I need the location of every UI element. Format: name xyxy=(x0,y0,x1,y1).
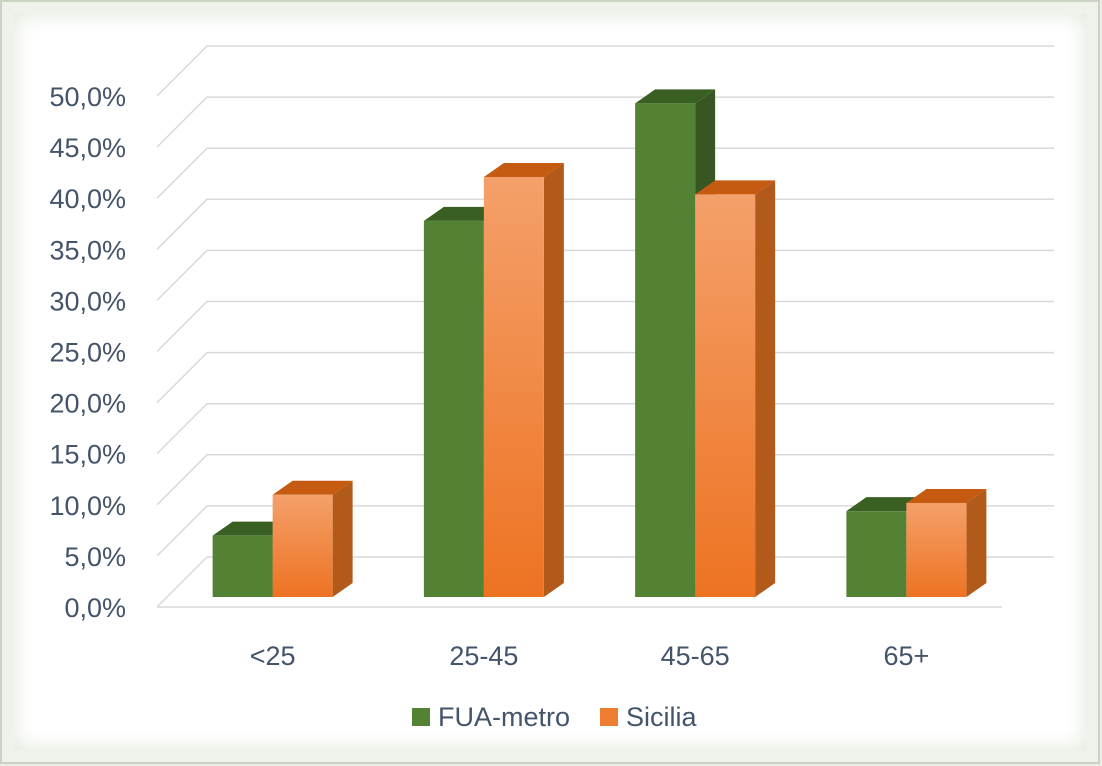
bar-top xyxy=(906,488,987,503)
y-tick-label: 25,0% xyxy=(49,338,126,368)
x-category-label: <25 xyxy=(250,641,296,671)
bar-side xyxy=(543,162,564,597)
legend: FUA-metro Sicilia xyxy=(412,702,698,732)
bar-side xyxy=(966,488,987,597)
bar-top xyxy=(483,162,564,177)
bar-sicilia xyxy=(906,502,967,597)
bar-sicilia xyxy=(695,194,756,597)
bar-top xyxy=(695,180,776,195)
x-category-label: 45-65 xyxy=(661,641,730,671)
bar-side xyxy=(755,180,776,597)
bar-fua-metro xyxy=(423,220,484,598)
y-tick-label: 10,0% xyxy=(49,491,126,521)
gridline xyxy=(156,351,1054,404)
bar-side xyxy=(332,480,353,597)
y-tick-label: 20,0% xyxy=(49,389,126,419)
bar-top xyxy=(272,480,353,495)
y-tick-label: 0,0% xyxy=(64,593,126,623)
legend-swatch xyxy=(412,708,430,726)
y-tick-label: 30,0% xyxy=(49,286,126,316)
y-tick-label: 45,0% xyxy=(49,133,126,163)
y-tick-label: 15,0% xyxy=(49,440,126,470)
bar-sicilia xyxy=(483,176,544,597)
y-tick-label: 40,0% xyxy=(49,184,126,214)
bar-sicilia xyxy=(272,494,333,597)
grid-layer xyxy=(156,45,1054,608)
gridline xyxy=(156,300,1054,353)
gridline xyxy=(156,198,1054,250)
bar-fua-metro xyxy=(846,511,907,597)
bar-fua-metro xyxy=(212,535,273,597)
bars xyxy=(212,89,987,598)
x-category-label: 65+ xyxy=(883,641,929,671)
x-axis-categories: <25 25-45 45-65 65+ xyxy=(250,641,930,671)
legend-swatch xyxy=(600,708,619,726)
bar-top xyxy=(635,89,716,104)
legend-label: Sicilia xyxy=(626,702,698,732)
gridline xyxy=(156,402,1054,455)
y-tick-label: 5,0% xyxy=(64,542,126,572)
bar-fua-metro xyxy=(635,103,696,598)
gridline xyxy=(156,45,1054,97)
y-axis-ticks: 0,0% 5,0% 10,0% 15,0% 20,0% 25,0% 30,0% 35,0% 40… xyxy=(49,82,126,623)
y-tick-label: 35,0% xyxy=(49,235,126,265)
legend-label: FUA-metro xyxy=(438,702,570,732)
x-category-label: 25-45 xyxy=(449,641,518,671)
gridline xyxy=(156,96,1054,148)
y-tick-label: 50,0% xyxy=(49,82,126,112)
gridline xyxy=(156,249,1054,301)
gridline xyxy=(156,147,1054,199)
